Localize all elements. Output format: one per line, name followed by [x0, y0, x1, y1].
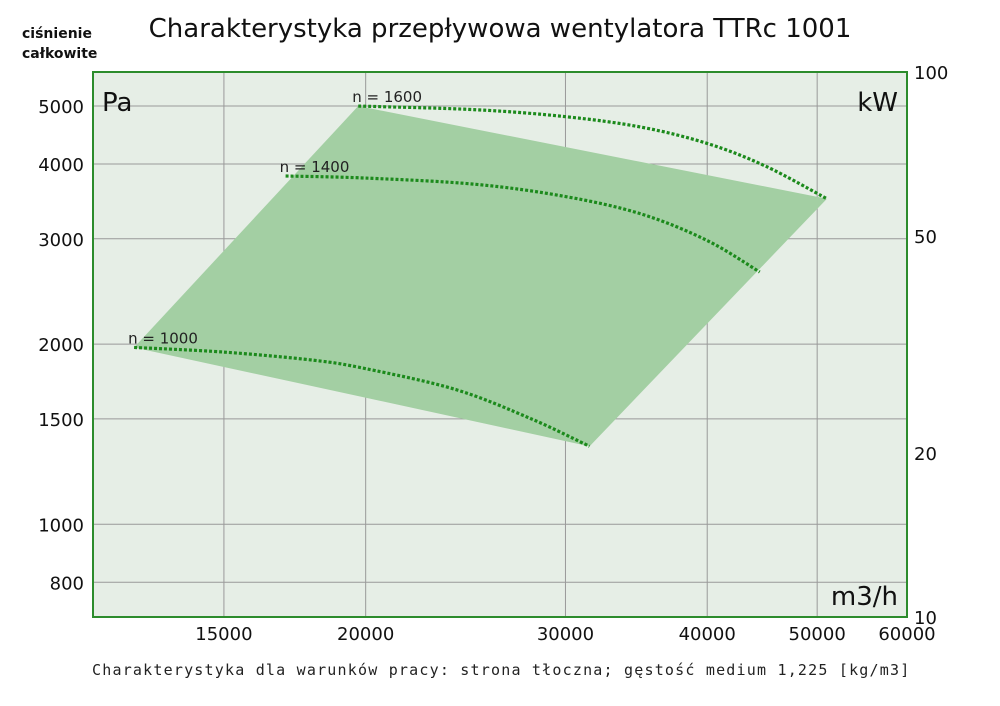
x-tick-label: 50000 — [789, 624, 846, 645]
x-tick-label: 15000 — [195, 624, 252, 645]
footnote: Charakterystyka dla warunków pracy: stro… — [92, 661, 911, 679]
y-tick-label: 5000 — [38, 97, 84, 118]
y-tick-label: 800 — [50, 573, 84, 594]
y-unit-label: Pa — [102, 88, 132, 118]
y-tick-label: 2000 — [38, 335, 84, 356]
y-tick-label: 1500 — [38, 410, 84, 431]
chart-title: Charakterystyka przepływowa wentylatora … — [148, 14, 852, 44]
y-tick-label: 4000 — [38, 155, 84, 176]
curve-label: n = 1000 — [128, 329, 198, 347]
curve-line — [358, 104, 828, 201]
x-tick-label: 30000 — [537, 624, 594, 645]
x-axis-ticks: 15000 20000 30000 40000 50000 60000 — [195, 624, 935, 645]
x-tick-label: 60000 — [878, 624, 935, 645]
curve-line — [134, 345, 591, 448]
y-tick-label: 1000 — [38, 515, 84, 536]
y2-unit-label: kW — [857, 88, 898, 118]
y2-tick-label: 10 — [914, 608, 937, 629]
operating-region — [134, 106, 827, 447]
y2-tick-label: 50 — [914, 227, 937, 248]
curve-line — [285, 174, 761, 274]
x-tick-label: 40000 — [679, 624, 736, 645]
y2-tick-label: 20 — [914, 444, 937, 465]
y-axis-name-line2: całkowite — [22, 46, 98, 62]
plot-frame — [92, 71, 908, 618]
curve-series: n = 1000 n = 1400 n = 1600 — [128, 88, 828, 448]
curve-label: n = 1400 — [280, 158, 350, 176]
y-axis-name: ciśnienie całkowite — [22, 24, 97, 64]
y2-tick-label: 100 — [914, 63, 948, 84]
x-unit-label: m3/h — [831, 582, 898, 612]
y-axis-ticks: 800 1000 1500 2000 3000 4000 5000 — [38, 97, 84, 594]
x-tick-label: 20000 — [337, 624, 394, 645]
y2-axis-ticks: 10 20 50 100 — [914, 63, 948, 629]
curve-label: n = 1600 — [352, 88, 422, 106]
y-tick-label: 3000 — [38, 230, 84, 251]
y-axis-name-line1: ciśnienie — [22, 26, 92, 42]
